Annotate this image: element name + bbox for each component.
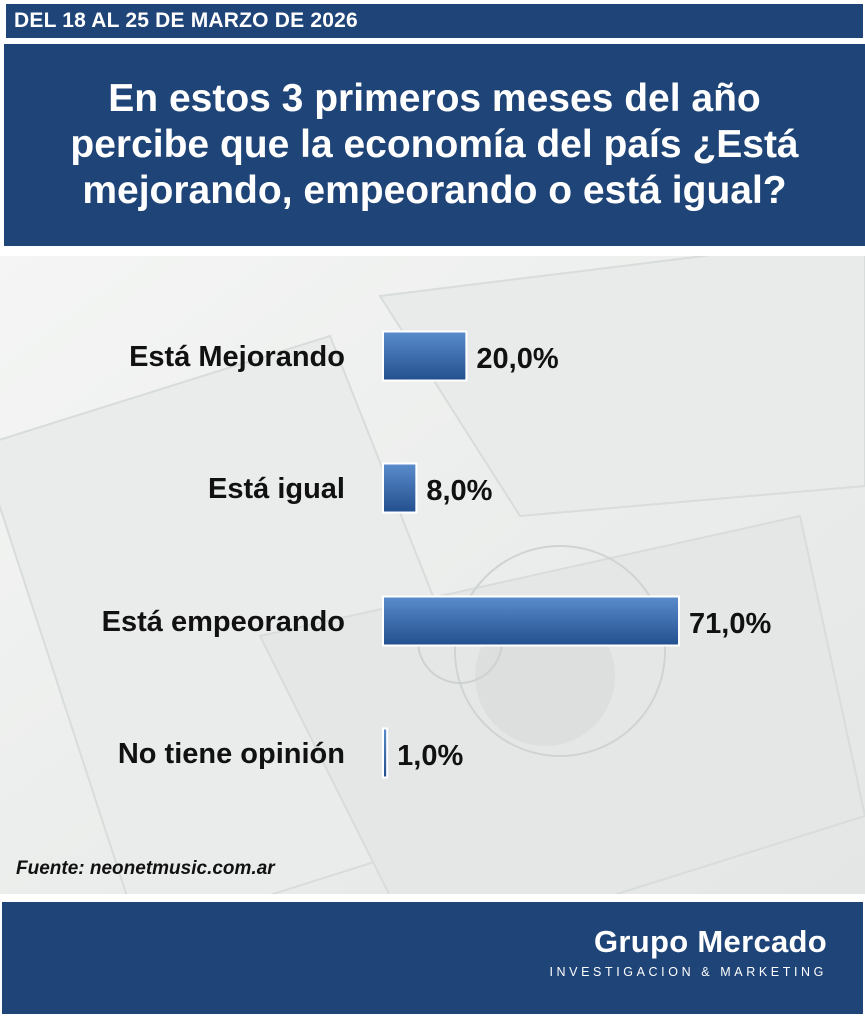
bar (382, 595, 680, 647)
date-range-banner: DEL 18 AL 25 DE MARZO DE 2026 (6, 4, 863, 38)
category-label: No tiene opinión (118, 738, 345, 770)
question-line-1: En estos 3 primeros meses del año (108, 77, 761, 120)
survey-question: En estos 3 primeros meses del año percib… (4, 44, 865, 246)
chart-panel: Está Mejorando 20,0% Está igual 8,0% Está em… (0, 256, 865, 894)
date-range-text: DEL 18 AL 25 DE MARZO DE 2026 (14, 9, 358, 32)
category-label: Está igual (208, 473, 345, 505)
data-label: 1,0% (397, 740, 463, 772)
bar (382, 462, 418, 514)
brand-tagline: INVESTIGACION & MARKETING (549, 965, 827, 979)
question-line-3: mejorando, empeorando o está igual? (82, 169, 787, 212)
brand-name: Grupo Mercado (594, 924, 827, 959)
data-label: 8,0% (426, 475, 492, 507)
footer-banner: Grupo Mercado INVESTIGACION & MARKETING (2, 902, 863, 1014)
question-line-2: percibe que la economía del país ¿Está (70, 123, 799, 166)
data-label: 71,0% (689, 608, 771, 640)
bar (382, 330, 468, 382)
data-label: 20,0% (476, 343, 558, 375)
category-label: Está Mejorando (129, 341, 345, 373)
category-label: Está empeorando (102, 606, 345, 638)
source-note: Fuente: neonetmusic.com.ar (16, 858, 275, 879)
bar (382, 727, 389, 779)
question-text: En estos 3 primeros meses del año percib… (70, 76, 798, 214)
bar-chart: Está Mejorando 20,0% Está igual 8,0% Está em… (102, 330, 771, 779)
